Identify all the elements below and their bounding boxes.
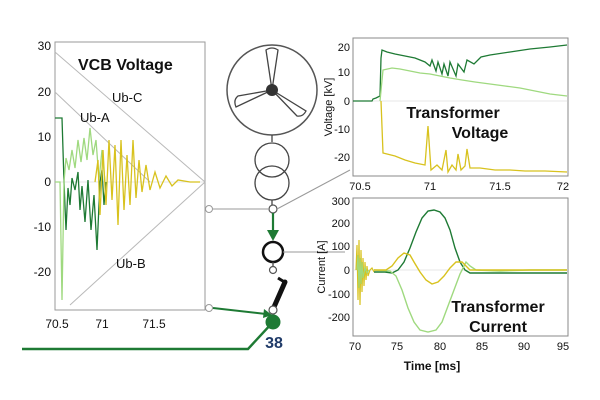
vcb-y-tick: -20	[34, 265, 52, 279]
vcb-y-tick: 20	[38, 85, 52, 99]
tc-panel-title-line1: Transformer	[451, 299, 544, 316]
tv-y-tick: 20	[338, 42, 350, 54]
tv-y-tick: -20	[334, 152, 350, 164]
tv-panel-title-line1: Transformer	[406, 105, 499, 122]
tc-x-tick: 75	[391, 341, 403, 353]
vcb-y-tick: 10	[38, 130, 52, 144]
transformer-voltage-panel: Transformer Voltage Voltage [kV] 20 10 0…	[323, 37, 569, 193]
bus-node-label: 38	[265, 335, 283, 352]
tv-y-label: Voltage [kV]	[323, 78, 335, 137]
ub-c-label: Ub-C	[112, 90, 142, 105]
vcb-connector-arrow	[263, 309, 272, 318]
node-bottom	[268, 305, 278, 315]
tc-x-tick: 80	[434, 341, 446, 353]
tc-x-axis: 70 75 80 85 90 95	[349, 341, 569, 353]
tv-y-axis: 20 10 0 -10 -20	[334, 42, 350, 164]
node-top	[268, 204, 278, 214]
current-sensor-icon	[261, 240, 285, 264]
feeder-line	[22, 321, 274, 351]
tc-x-tick: 70	[349, 341, 361, 353]
tv-trace-dark-green	[353, 44, 568, 102]
tv-trace-light-green	[379, 67, 568, 102]
transformer-current-panel: Transformer Current Current [A] 300 200 …	[316, 196, 569, 373]
tv-trace-yellow	[380, 100, 568, 175]
tc-y-axis: 300 200 100 0 -100 -200	[328, 196, 350, 324]
tc-y-tick: 100	[332, 241, 350, 253]
node-mid	[268, 265, 278, 275]
tv-x-tick: 72	[557, 181, 569, 193]
tc-x-label: Time [ms]	[404, 359, 460, 373]
ub-b-label: Ub-B	[116, 256, 146, 271]
tc-x-tick: 90	[518, 341, 530, 353]
transformer-icon	[254, 142, 290, 201]
vcb-y-tick: 30	[38, 39, 52, 53]
connector-lines	[205, 169, 351, 312]
vcb-trace-light-green	[55, 127, 106, 301]
tc-panel-title-line2: Current	[469, 319, 527, 336]
tc-x-tick: 95	[557, 341, 569, 353]
vcb-y-tick: 0	[44, 175, 51, 189]
tv-x-tick: 71.5	[489, 181, 510, 193]
wind-turbine-icon	[226, 44, 318, 142]
vcb-panel-frame	[54, 41, 206, 311]
tc-y-tick: 200	[332, 218, 350, 230]
tc-y-tick: 300	[332, 196, 350, 208]
vcb-x-tick: 71	[95, 317, 109, 331]
breaker-switch-icon	[271, 279, 288, 310]
tc-panel-frame	[352, 197, 569, 337]
tc-trace-dark-green	[374, 209, 567, 274]
vcb-trace-yellow	[94, 139, 200, 226]
tc-y-tick: 0	[344, 265, 350, 277]
vcb-connector-dot	[205, 205, 213, 213]
vcb-x-axis: 70.5 71 71.5	[45, 317, 166, 331]
vcb-y-axis: 30 20 10 0 -10 -20	[34, 39, 52, 279]
vcb-voltage-panel: VCB Voltage Ub-C Ub-A Ub-B 30 20 10 0 -1…	[34, 39, 206, 331]
current-arrow-head	[267, 230, 279, 241]
vcb-connector-bottom	[212, 307, 267, 315]
tv-y-tick: 0	[344, 96, 350, 108]
tv-y-tick: 10	[338, 67, 350, 79]
vcb-panel-title: VCB Voltage	[78, 57, 173, 74]
tc-trace-yellow	[374, 252, 567, 285]
tv-x-tick: 71	[424, 181, 436, 193]
ub-b-envelope	[69, 181, 206, 306]
vcb-y-tick: -10	[34, 220, 52, 234]
ub-a-label: Ub-A	[80, 110, 110, 125]
tv-x-axis: 70.5 71 71.5 72	[349, 181, 569, 193]
tv-panel-title-line2: Voltage	[452, 125, 509, 142]
tv-connector	[276, 169, 351, 210]
tc-y-tick: -100	[328, 289, 350, 301]
center-schematic: 38	[22, 44, 318, 352]
tc-y-tick: -200	[328, 312, 350, 324]
tc-x-tick: 85	[476, 341, 488, 353]
vcb-connector-dot	[205, 304, 213, 312]
tv-x-tick: 70.5	[349, 181, 370, 193]
vcb-x-tick: 71.5	[142, 317, 166, 331]
tv-panel-frame	[352, 37, 569, 177]
tv-y-tick: -10	[334, 124, 350, 136]
tc-y-label: Current [A]	[316, 240, 328, 293]
tc-trace-burst-green	[356, 254, 370, 289]
vcb-x-tick: 70.5	[45, 317, 69, 331]
ub-c-envelope	[54, 51, 206, 183]
